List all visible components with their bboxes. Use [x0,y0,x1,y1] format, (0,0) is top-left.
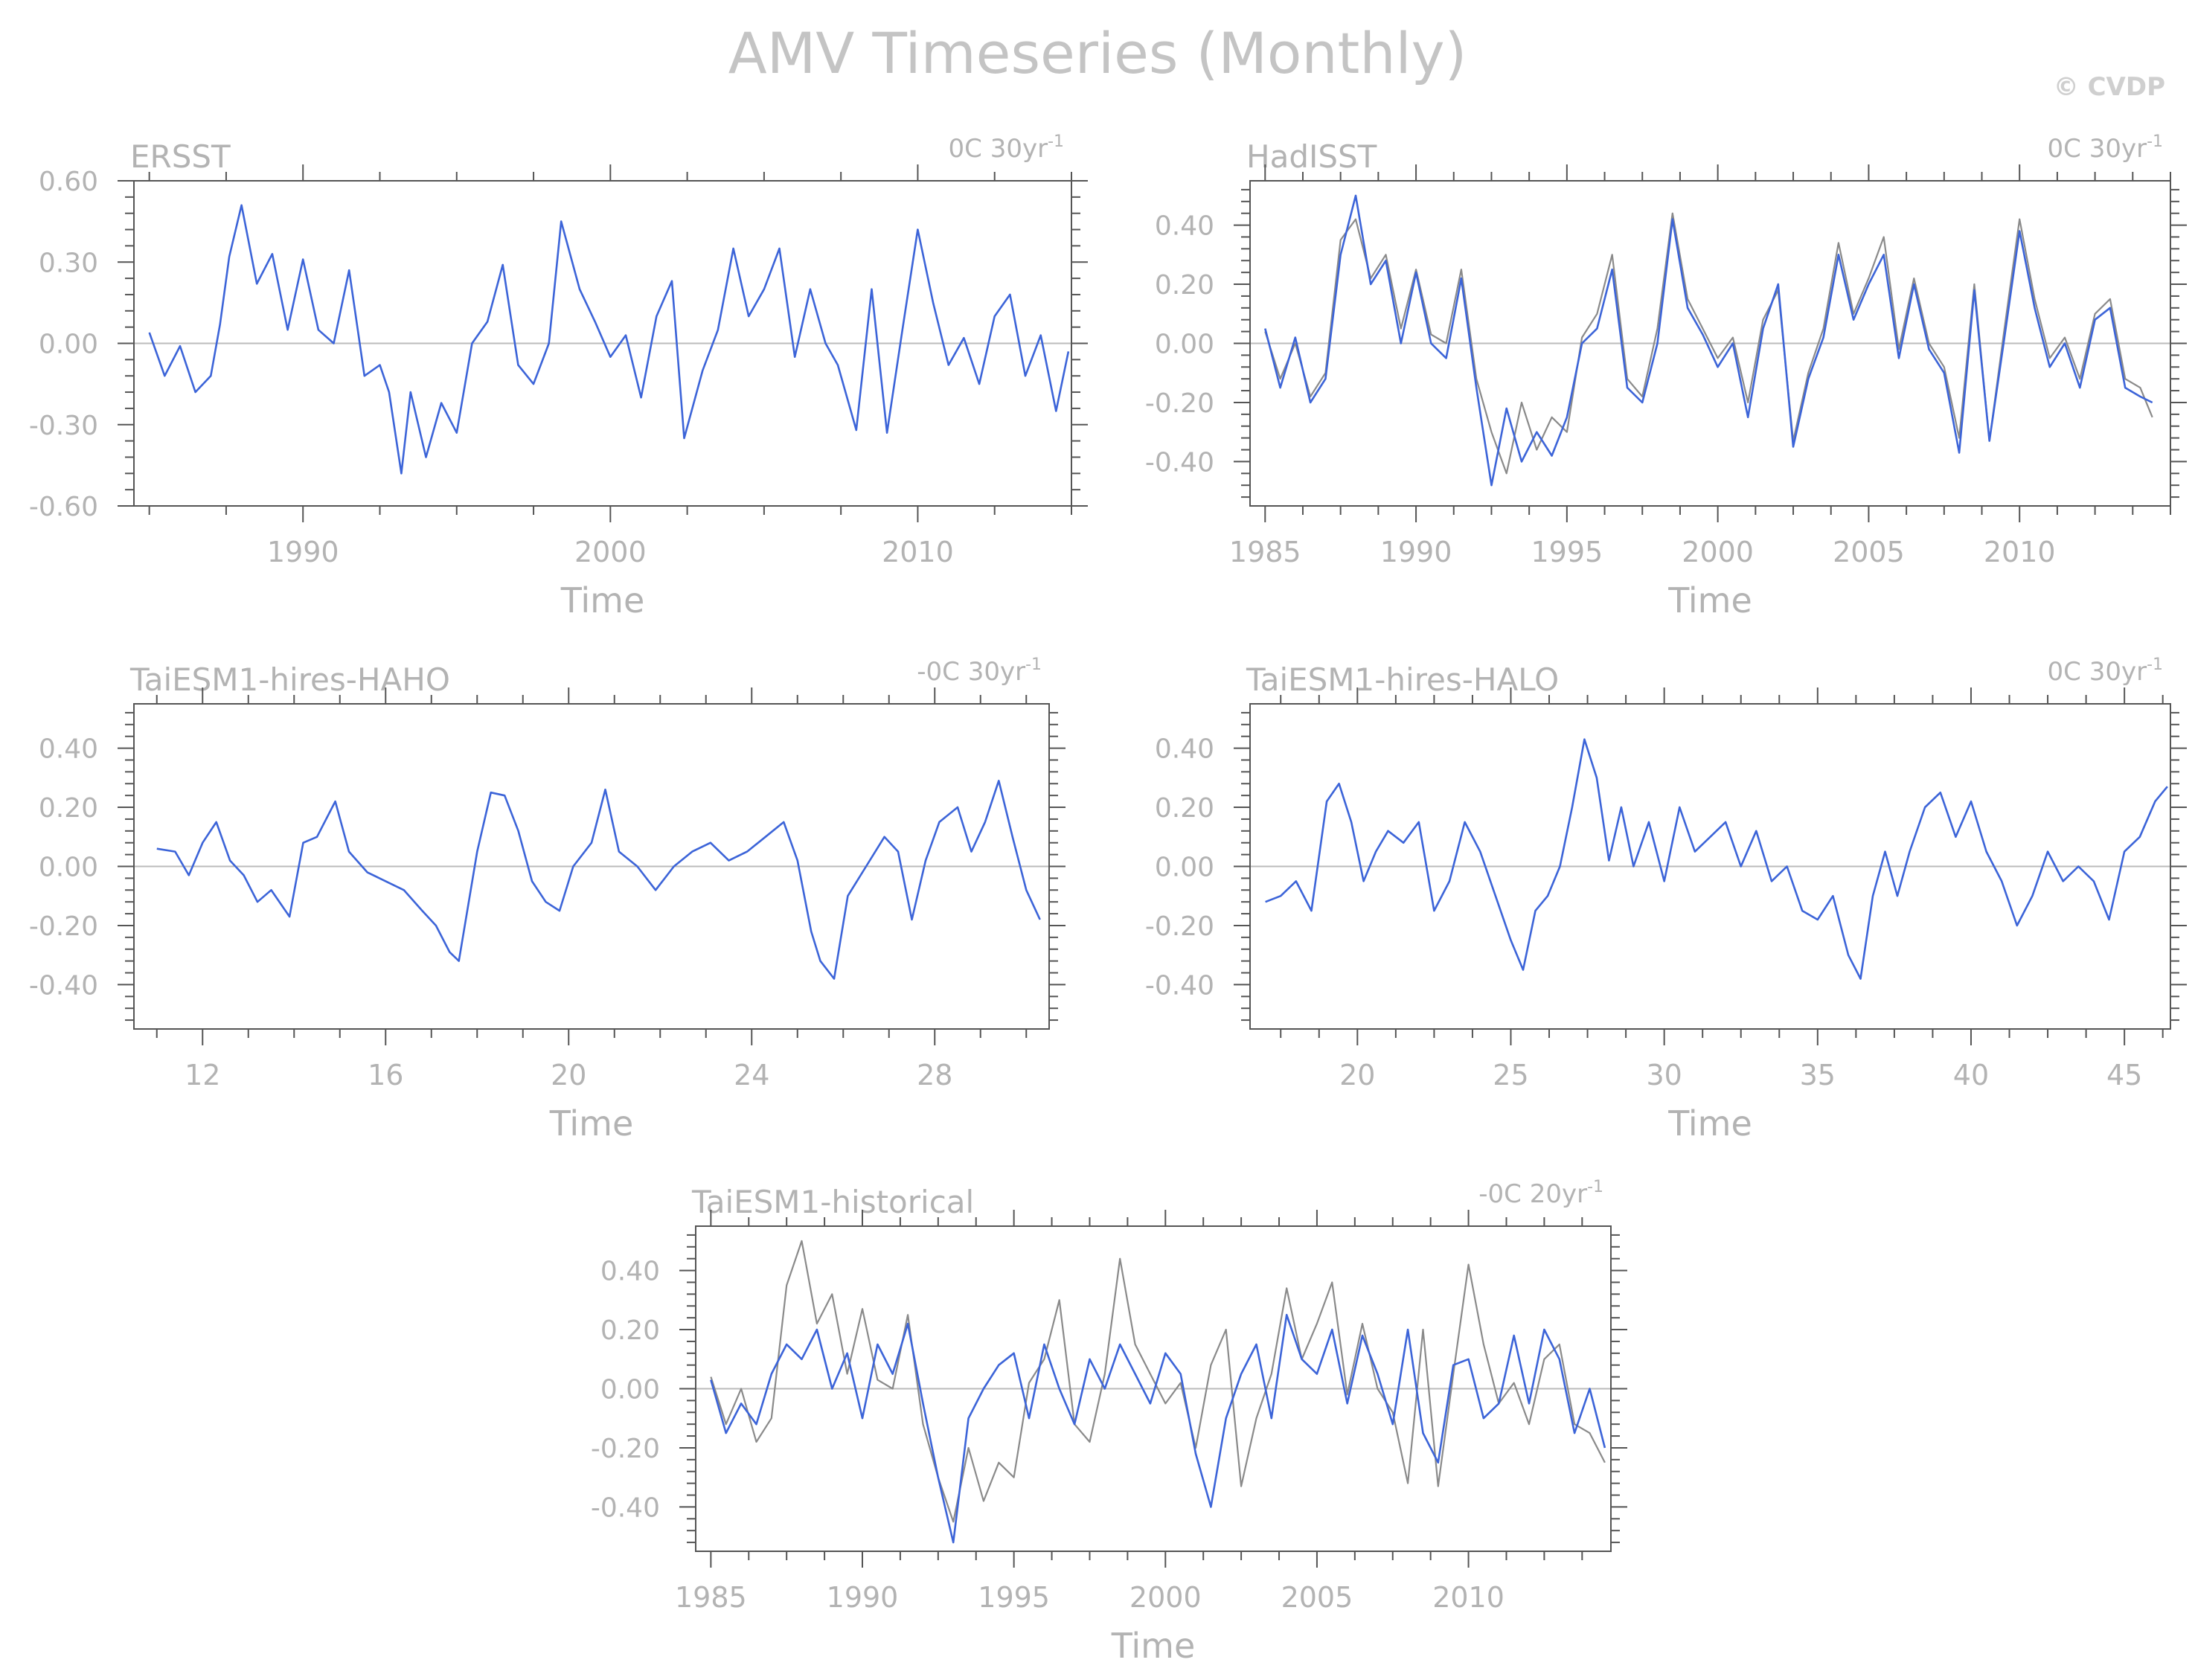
series-line-1 [710,1313,1606,1544]
panel-annotation: 0C 30yr-1 [2048,132,2163,164]
panels: ERSST 0C 30yr-1 1990 2000 2010 Time -0.60 -0.30… [29,132,2187,1666]
y-tick-label: -0.30 [29,411,98,441]
y-tick-label: -0.60 [29,492,98,522]
x-tick-label: 40 [1953,1059,1989,1091]
series-line-0 [156,780,1041,980]
x-tick-label: 2010 [882,536,954,568]
x-tick-label: 12 [185,1059,220,1091]
panel-title: HadISST [1246,138,1377,175]
x-tick-label: 45 [2106,1059,2142,1091]
series-line-0 [710,1240,1606,1523]
y-tick-label: -0.40 [1145,970,1214,1001]
x-tick-label: 28 [917,1059,952,1091]
series-line-1 [1264,194,2153,487]
figure-title: AMV Timeseries (Monthly) [728,20,1467,86]
y-tick-label: 0.60 [39,167,98,197]
panel-title: TaiESM1-hires-HALO [1246,661,1559,698]
y-tick-label: 0.00 [39,330,98,360]
x-axis-label: Time [1667,1103,1752,1144]
x-tick-label: 20 [1339,1059,1375,1091]
x-tick-label: 1995 [1531,536,1603,568]
y-tick-label: 0.00 [1155,853,1214,883]
panel-annotation: 0C 30yr-1 [2048,655,2163,687]
y-tick-label: 0.00 [1155,330,1214,360]
x-axis-label: Time [1667,580,1752,621]
series-line-0 [148,204,1070,475]
y-tick-label: -0.40 [591,1493,660,1523]
y-tick-label: -0.40 [1145,447,1214,478]
y-tick-label: 0.00 [39,853,98,883]
y-tick-label: -0.20 [1145,911,1214,942]
x-tick-label: 2000 [574,536,647,568]
x-tick-label: 25 [1493,1059,1528,1091]
panel-4: TaiESM1-historical -0C 20yr-1 1985 1990 1995… [591,1178,1627,1666]
x-tick-label: 1995 [978,1581,1050,1614]
y-tick-label: 0.40 [1155,734,1214,765]
x-tick-label: 30 [1646,1059,1682,1091]
y-tick-label: 0.20 [1155,270,1214,301]
x-tick-label: 24 [734,1059,769,1091]
x-axis-label: Time [1111,1626,1196,1666]
series-line-0 [1265,738,2168,980]
y-tick-label: 0.40 [600,1257,660,1287]
x-tick-label: 2000 [1129,1581,1202,1614]
x-tick-label: 1985 [675,1581,747,1614]
x-tick-label: 2005 [1281,1581,1353,1614]
x-tick-label: 1990 [267,536,339,568]
panel-annotation: 0C 30yr-1 [949,132,1064,164]
x-tick-label: 1990 [1380,536,1452,568]
x-tick-label: 1985 [1229,536,1301,568]
panel-annotation: -0C 20yr-1 [1478,1178,1603,1209]
x-axis-label: Time [549,1103,634,1144]
x-tick-label: 2010 [1984,536,2056,568]
y-tick-label: -0.20 [29,911,98,942]
y-tick-label: 0.30 [39,248,98,278]
y-tick-label: 0.20 [1155,793,1214,824]
series-line-0 [1264,212,2153,475]
panel-title: TaiESM1-historical [691,1184,974,1220]
panel-title: TaiESM1-hires-HAHO [129,661,450,698]
panel-annotation: -0C 30yr-1 [917,655,1042,687]
panel-3: TaiESM1-hires-HALO 0C 30yr-1 20 25 30 35 40 45 T… [1145,655,2187,1144]
x-tick-label: 35 [1800,1059,1836,1091]
panel-2: TaiESM1-hires-HAHO -0C 30yr-1 12 16 20 24 28 Ti… [29,655,1066,1144]
x-tick-label: 2005 [1833,536,1905,568]
panel-title: ERSST [130,138,231,175]
x-tick-label: 2000 [1682,536,1754,568]
x-tick-label: 16 [368,1059,403,1091]
x-tick-label: 20 [551,1059,586,1091]
x-axis-label: Time [560,580,645,621]
y-tick-label: 0.00 [600,1375,660,1405]
y-tick-label: 0.40 [39,734,98,765]
x-tick-label: 1990 [827,1581,899,1614]
y-tick-label: 0.20 [39,793,98,824]
y-tick-label: 0.40 [1155,211,1214,242]
panel-1: HadISST 0C 30yr-1 1985 1990 1995 2000 2005 2010… [1145,132,2187,621]
y-tick-label: -0.20 [591,1434,660,1464]
y-tick-label: 0.20 [600,1315,660,1346]
panel-0: ERSST 0C 30yr-1 1990 2000 2010 Time -0.60 -0.30… [29,132,1088,621]
x-tick-label: 2010 [1432,1581,1505,1614]
cvdp-watermark: © CVDP [2054,72,2165,102]
y-tick-label: -0.20 [1145,388,1214,419]
y-tick-label: -0.40 [29,970,98,1001]
